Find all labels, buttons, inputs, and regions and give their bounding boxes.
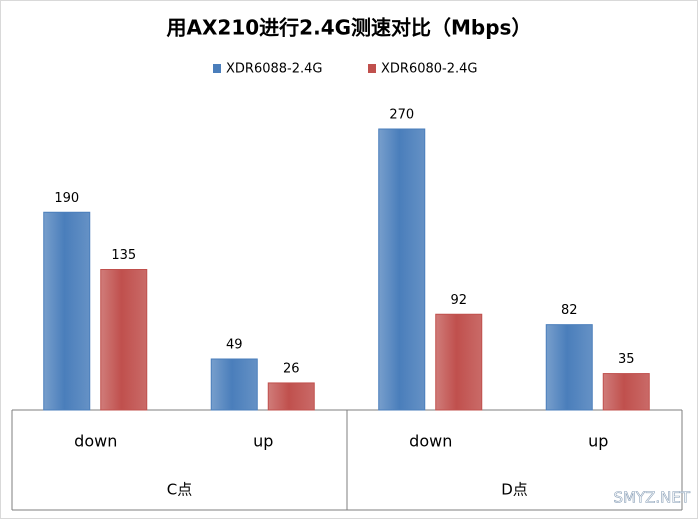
bar — [545, 324, 593, 411]
x-tick-label: up — [588, 432, 608, 451]
data-label: 135 — [111, 248, 136, 263]
x-tick-label: up — [253, 432, 273, 451]
chart-title: 用AX210进行2.4G测速对比（Mbps） — [167, 16, 532, 40]
legend-swatch — [368, 64, 376, 73]
bar — [210, 358, 258, 411]
data-label: 92 — [450, 293, 467, 308]
data-label: 270 — [389, 108, 414, 123]
bar — [43, 211, 91, 411]
x-tick-label: down — [74, 432, 117, 451]
data-label: 35 — [618, 352, 635, 367]
bar — [435, 313, 483, 411]
data-label: 26 — [283, 361, 300, 376]
bar — [267, 382, 315, 411]
group-label: D点 — [501, 481, 528, 499]
data-label: 190 — [54, 191, 79, 206]
data-label: 49 — [226, 338, 243, 353]
legend-label: XDR6080-2.4G — [381, 62, 477, 77]
watermark: SMYZ.NET — [613, 489, 690, 507]
bar — [378, 128, 426, 411]
group-label: C点 — [167, 481, 192, 499]
x-tick-label: down — [409, 432, 452, 451]
bar — [100, 269, 148, 411]
legend-label: XDR6088-2.4G — [226, 62, 322, 77]
bar — [602, 373, 650, 411]
legend-swatch — [213, 64, 221, 73]
data-label: 82 — [561, 303, 578, 318]
